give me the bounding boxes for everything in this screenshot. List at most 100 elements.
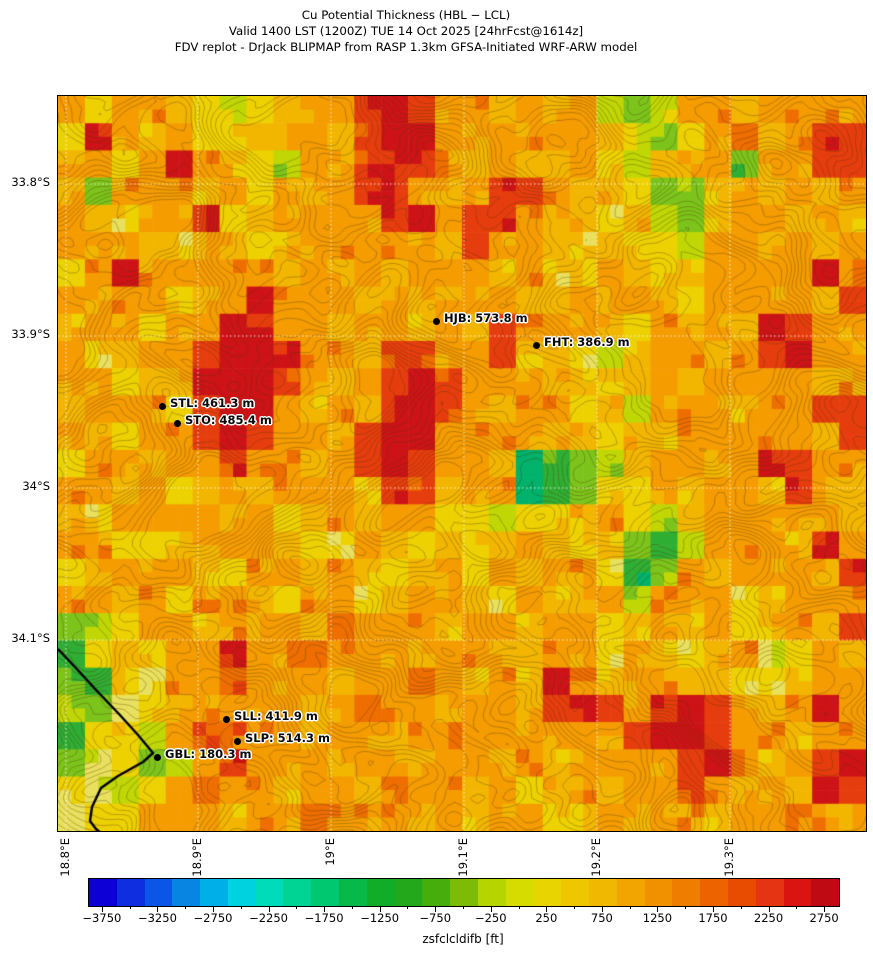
colorbar-major-tick bbox=[101, 906, 103, 912]
colorbar-segment bbox=[672, 879, 701, 906]
station-label: HJB: 573.8 m bbox=[444, 311, 528, 325]
colorbar-segment bbox=[116, 879, 145, 906]
title-line-2: Valid 1400 LST (1200Z) TUE 14 Oct 2025 [… bbox=[228, 24, 584, 38]
colorbar-tick-label: −1750 bbox=[304, 911, 344, 925]
colorbar-major-tick bbox=[601, 906, 603, 912]
colorbar-major-tick bbox=[546, 906, 548, 912]
colorbar-segment bbox=[422, 879, 451, 906]
station-label: STL: 461.3 m bbox=[170, 396, 255, 410]
x-tick-label: 19.3°E bbox=[722, 838, 736, 877]
station-marker bbox=[532, 341, 540, 349]
colorbar-major-tick bbox=[157, 906, 159, 912]
x-tick-label: 19.2°E bbox=[589, 838, 603, 877]
colorbar-tick-label: 1250 bbox=[642, 911, 673, 925]
colorbar-tick-label: 2250 bbox=[753, 911, 784, 925]
station-marker bbox=[158, 402, 166, 410]
colorbar-segment bbox=[811, 879, 840, 906]
colorbar-major-tick bbox=[324, 906, 326, 912]
colorbar-segment bbox=[700, 879, 728, 906]
colorbar-major-tick bbox=[435, 906, 437, 912]
colorbar-minor-tick bbox=[240, 906, 242, 909]
colorbar-segment bbox=[311, 879, 340, 906]
colorbar-segment bbox=[366, 879, 395, 906]
colorbar-minor-tick bbox=[685, 906, 687, 909]
colorbar-minor-tick bbox=[129, 906, 131, 909]
colorbar-tick-label: −1250 bbox=[360, 911, 400, 925]
colorbar-minor-tick bbox=[574, 906, 576, 909]
colorbar-minor-tick bbox=[407, 906, 409, 909]
colorbar-tick-label: −2750 bbox=[193, 911, 233, 925]
x-tick-label: 19°E bbox=[323, 838, 337, 866]
colorbar-segment bbox=[477, 879, 506, 906]
title-line-3: FDV replot - DrJack BLIPMAP from RASP 1.… bbox=[174, 40, 638, 54]
station-label: SLL: 411.9 m bbox=[234, 709, 318, 723]
colorbar-major-tick bbox=[268, 906, 270, 912]
x-tick-label: 19.1°E bbox=[456, 838, 470, 877]
colorbar-minor-tick bbox=[296, 906, 298, 909]
colorbar-segment bbox=[450, 879, 478, 906]
y-tick-label: 33.9°S bbox=[11, 327, 50, 341]
map-canvas bbox=[58, 96, 866, 831]
station-marker bbox=[173, 419, 181, 427]
colorbar-tick-labels: −3750 −3250 −2750 −2250 −1750 −1250 −750 −250 25… bbox=[82, 911, 838, 927]
colorbar-major-tick bbox=[379, 906, 381, 912]
colorbar-segment bbox=[644, 879, 673, 906]
station-marker bbox=[153, 753, 161, 761]
station-label: GBL: 180.3 m bbox=[165, 747, 252, 761]
colorbar-minor-tick bbox=[518, 906, 520, 909]
colorbar-segment bbox=[755, 879, 784, 906]
colorbar-segment bbox=[727, 879, 756, 906]
colorbar-tick-label: 2750 bbox=[809, 911, 839, 925]
colorbar-ticks bbox=[88, 906, 838, 914]
colorbar-minor-tick bbox=[351, 906, 353, 909]
x-tick-label: 18.8°E bbox=[58, 838, 72, 877]
y-tick-label: 34.1°S bbox=[11, 631, 50, 645]
colorbar-segment bbox=[283, 879, 312, 906]
colorbar-segment bbox=[339, 879, 367, 906]
colorbar-segment bbox=[533, 879, 562, 906]
colorbar-minor-tick bbox=[629, 906, 631, 909]
colorbar-tick-label: 1750 bbox=[698, 911, 728, 925]
colorbar-major-tick bbox=[490, 906, 492, 912]
colorbar-caption: zsfclcldifb [ft] bbox=[422, 932, 504, 946]
colorbar-segment bbox=[561, 879, 590, 906]
station-label: FHT: 386.9 m bbox=[544, 335, 630, 349]
map-frame: HJB: 573.8 m FHT: 386.9 m STL: 461.3 m STO:… bbox=[57, 95, 867, 832]
station-marker bbox=[432, 317, 440, 325]
colorbar bbox=[88, 878, 840, 907]
colorbar-segment bbox=[89, 879, 117, 906]
station-marker bbox=[222, 715, 230, 723]
colorbar-segment bbox=[616, 879, 645, 906]
colorbar-segment bbox=[394, 879, 423, 906]
colorbar-segment bbox=[227, 879, 256, 906]
colorbar-tick-label: −3250 bbox=[137, 911, 177, 925]
colorbar-segment bbox=[783, 879, 812, 906]
colorbar-major-tick bbox=[768, 906, 770, 912]
colorbar-minor-tick bbox=[796, 906, 798, 909]
y-tick-label: 33.8°S bbox=[11, 175, 50, 189]
colorbar-major-tick bbox=[213, 906, 214, 912]
plot-title-block: Cu Potential Thickness (HBL − LCL) Valid… bbox=[0, 7, 812, 55]
colorbar-segment bbox=[200, 879, 228, 906]
colorbar-tick-label: −250 bbox=[474, 911, 507, 925]
colorbar-minor-tick bbox=[185, 906, 187, 909]
colorbar-tick-label: −750 bbox=[419, 911, 452, 925]
colorbar-major-tick bbox=[657, 906, 659, 912]
title-line-1: Cu Potential Thickness (HBL − LCL) bbox=[301, 8, 511, 22]
colorbar-segment bbox=[172, 879, 201, 906]
colorbar-major-tick bbox=[713, 906, 714, 912]
colorbar-segment bbox=[505, 879, 534, 906]
station-marker bbox=[233, 737, 241, 745]
station-label: STO: 485.4 m bbox=[185, 413, 272, 427]
colorbar-minor-tick bbox=[463, 906, 464, 909]
station-label: SLP: 514.3 m bbox=[245, 731, 331, 745]
colorbar-tick-label: −3750 bbox=[82, 911, 122, 925]
colorbar-segment bbox=[255, 879, 284, 906]
colorbar-tick-label: −2250 bbox=[249, 911, 288, 925]
colorbar-tick-label: 750 bbox=[590, 911, 613, 925]
colorbar-major-tick bbox=[824, 906, 826, 912]
colorbar-segment bbox=[589, 879, 617, 906]
colorbar-segment bbox=[144, 879, 173, 906]
colorbar-minor-tick bbox=[740, 906, 742, 909]
